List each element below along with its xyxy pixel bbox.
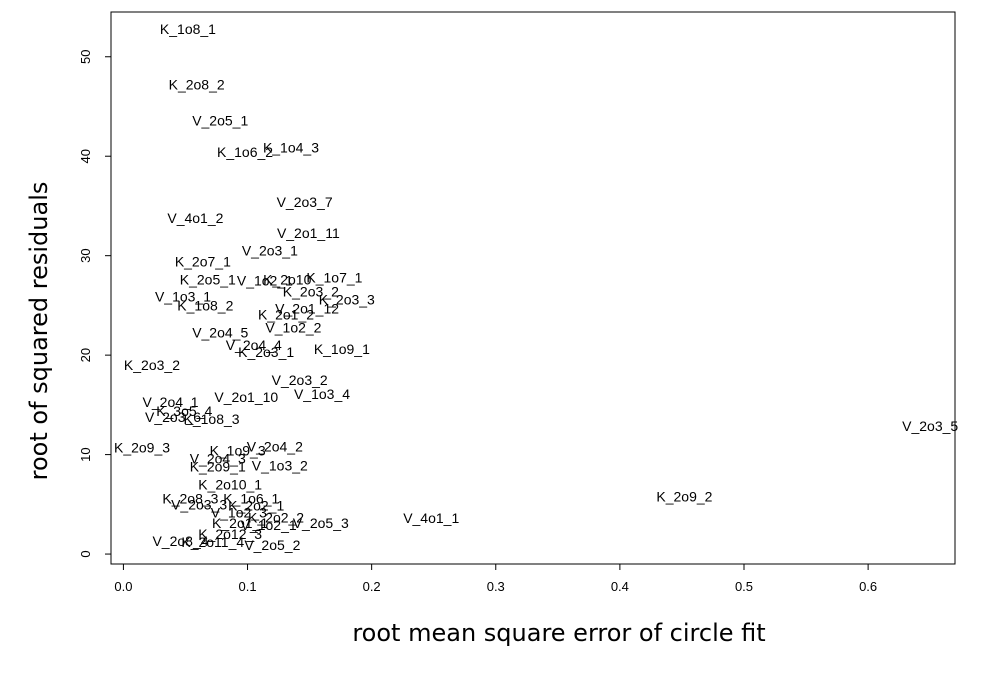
point-label: V_2o4_2 xyxy=(247,439,303,455)
point-label: K_2o9_2 xyxy=(656,488,712,504)
x-tick: 0.1 xyxy=(238,564,257,594)
point-label: K_1o8_3 xyxy=(184,411,240,427)
x-tick-label: 0.4 xyxy=(611,579,629,594)
point-label: V_1o3_1 xyxy=(155,288,211,304)
point-label: K_2o10_1 xyxy=(198,476,262,492)
point-label: V_2o1_12 xyxy=(275,300,339,316)
point-label: K_1o4_3 xyxy=(263,139,319,155)
x-tick-label: 0.1 xyxy=(238,579,256,594)
point-label: V_2o4_4 xyxy=(226,337,282,353)
y-axis-title: root of squared residuals xyxy=(25,182,53,481)
point-label: K_2o3_3 xyxy=(319,291,375,307)
y-tick: 0 xyxy=(78,550,111,558)
y-tick: 20 xyxy=(78,348,111,362)
y-tick: 50 xyxy=(78,50,111,64)
point-label: V_2o3_3 xyxy=(171,496,227,512)
point-label: K_2o2_1 xyxy=(228,497,284,513)
x-tick: 0.6 xyxy=(859,564,877,594)
x-tick: 0.5 xyxy=(735,564,753,594)
point-label: K_2o3_2 xyxy=(124,357,180,373)
point-label: K_1o7_1 xyxy=(306,270,362,286)
point-label: K_2o3_2 xyxy=(283,283,339,299)
point-label: V_2o3_6 xyxy=(145,409,201,425)
point-label: K_1o6_1 xyxy=(223,490,279,506)
point-label: V_2o4_1 xyxy=(143,394,199,410)
x-tick-label: 0.6 xyxy=(859,579,877,594)
point-label: V_2o3_7 xyxy=(277,194,333,210)
point-label: V_1o3_2 xyxy=(252,458,308,474)
point-label: V_2o1_10 xyxy=(214,389,278,405)
point-label: K_2o8_2 xyxy=(169,77,225,93)
point-labels: K_1o8_1 K_2o8_2 V_2o5_1 K_1o6_2K_1o4_3 V_2o3… xyxy=(114,21,958,553)
y-tick-label: 40 xyxy=(78,149,93,163)
point-label: K_2o8_3 xyxy=(162,490,218,506)
y-tick: 10 xyxy=(78,447,111,462)
point-label: V_2o5_3 xyxy=(293,515,349,531)
y-tick-label: 10 xyxy=(78,447,93,461)
point-label: K_2o7_1 xyxy=(175,254,231,270)
point-label: V_2o8_4 xyxy=(152,533,208,549)
plot-frame xyxy=(110,11,956,565)
x-tick-label: 0.5 xyxy=(735,579,753,594)
point-label: V_1o3_4 xyxy=(294,386,350,402)
point-label: K_2o5_1 xyxy=(180,272,236,288)
point-label: V_2o4_5 xyxy=(192,324,248,340)
point-label: K_2o11_4 xyxy=(181,534,244,550)
x-tick: 0.0 xyxy=(114,564,132,594)
point-label: V_2o4_3 xyxy=(190,451,246,467)
point-label: K_2o12_3 xyxy=(198,526,262,542)
point-label: V_1o2_1 xyxy=(237,273,293,289)
point-label: K_1o8_2 xyxy=(177,297,233,313)
y-axis: 0 10 20 30 40 50 xyxy=(78,50,111,558)
x-tick: 0.2 xyxy=(363,564,381,594)
point-label: K_2o1_1 xyxy=(212,515,268,531)
point-label: V_2o1_11 xyxy=(277,225,340,241)
x-axis-title: root mean square error of circle fit xyxy=(352,619,765,647)
x-axis: 0.0 0.1 0.2 0.3 0.4 0.5 0.6 xyxy=(114,564,877,594)
point-label: V_4o1_2 xyxy=(167,210,223,226)
x-tick: 0.3 xyxy=(487,564,505,594)
y-tick-label: 30 xyxy=(78,248,93,262)
point-label: V_2o5_1 xyxy=(192,112,248,128)
point-label: V_1o2_3 xyxy=(211,504,267,520)
point-label: V_2o3_1 xyxy=(242,243,298,259)
y-tick: 30 xyxy=(78,248,111,263)
point-label: K_2o9_3 xyxy=(114,440,170,456)
point-label: K_2o10 xyxy=(263,272,311,288)
y-tick: 40 xyxy=(78,149,111,163)
x-tick-label: 0.0 xyxy=(114,579,132,594)
point-label: K_1o9_3 xyxy=(210,443,266,459)
y-tick-label: 50 xyxy=(78,50,93,64)
point-label: K_2o3_1 xyxy=(238,344,294,360)
y-tick-label: 20 xyxy=(78,348,93,362)
point-label: K_1o6_2 xyxy=(217,144,273,160)
point-label: K_2o2_2 xyxy=(248,509,304,525)
point-label: K_1o9_1 xyxy=(314,341,370,357)
point-label: V_1o2_2 xyxy=(265,319,321,335)
point-label: V_2o3_2 xyxy=(272,372,328,388)
x-tick-label: 0.2 xyxy=(363,579,381,594)
y-tick-label: 0 xyxy=(78,550,93,557)
point-label: V_1o2_1 xyxy=(241,517,297,533)
point-label: K_2o1_2 xyxy=(258,306,314,322)
point-label: K_2o9_1 xyxy=(190,459,246,475)
point-label: V_2o3_5 xyxy=(902,418,958,434)
x-tick: 0.4 xyxy=(611,564,629,594)
point-label: K_1o8_1 xyxy=(160,21,216,37)
x-tick-label: 0.3 xyxy=(487,579,505,594)
point-label: K_3o5_4 xyxy=(156,403,212,419)
point-label: V_4o1_1 xyxy=(403,510,459,526)
point-label: V_2o5_2 xyxy=(244,537,300,553)
